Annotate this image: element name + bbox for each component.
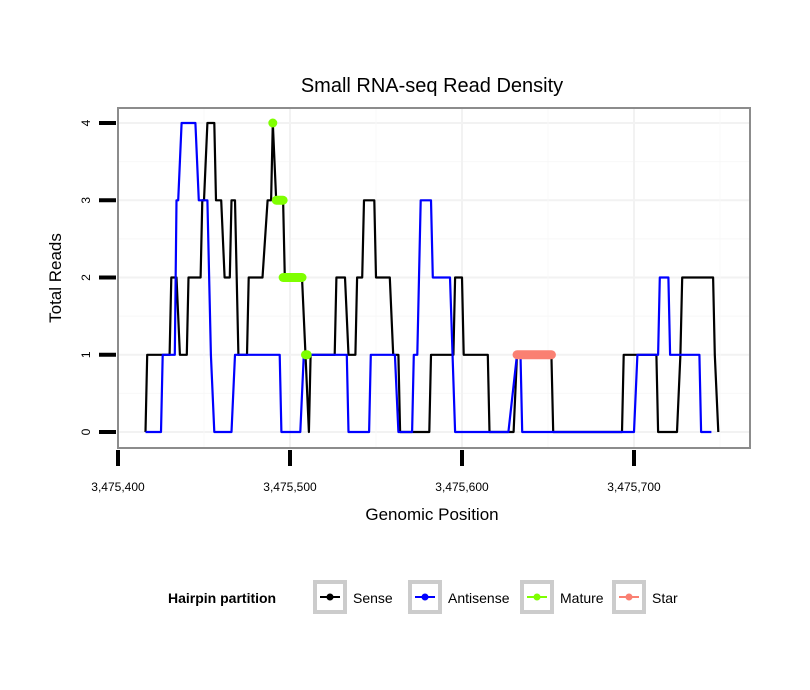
y-axis-title: Total Reads: [46, 233, 65, 323]
legend-label-sense: Sense: [353, 590, 393, 606]
legend-label-star: Star: [652, 590, 678, 606]
legend-key-dot: [326, 593, 334, 601]
series-layer: [144, 118, 720, 434]
x-axis-title: Genomic Position: [365, 505, 498, 524]
y-axis: 0 1 2 3 4: [79, 119, 116, 435]
y-tick-label: 3: [79, 197, 93, 204]
legend-label-mature: Mature: [560, 590, 604, 606]
x-tick-label: 3,475,700: [607, 480, 661, 494]
y-tick-label: 1: [79, 351, 93, 358]
y-tick-label: 2: [79, 274, 93, 281]
x-tick-label: 3,475,400: [91, 480, 145, 494]
legend-key-dot: [533, 593, 541, 601]
y-tick-label: 0: [79, 428, 93, 435]
chart-title: Small RNA-seq Read Density: [301, 75, 563, 97]
y-tick-label: 4: [79, 119, 93, 126]
legend-key-dot: [625, 593, 633, 601]
legend-key-dot: [421, 593, 429, 601]
legend: Hairpin partition Sense Antisense Mature St…: [168, 580, 678, 614]
x-tick-label: 3,475,600: [435, 480, 489, 494]
x-axis: 3,475,400 3,475,500 3,475,600 3,475,700: [91, 450, 661, 494]
legend-label-antisense: Antisense: [448, 590, 510, 606]
x-tick-label: 3,475,500: [263, 480, 317, 494]
series-line-antisense: [145, 121, 712, 434]
legend-title: Hairpin partition: [168, 590, 276, 606]
